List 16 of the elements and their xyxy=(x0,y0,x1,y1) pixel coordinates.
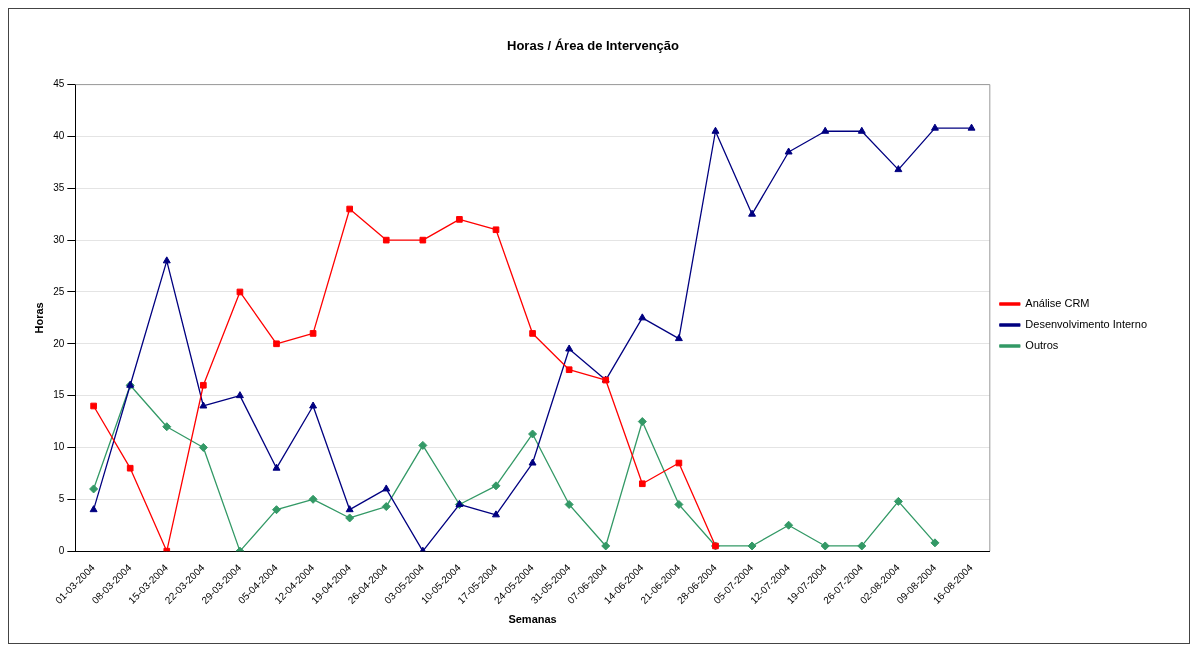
y-tick-label: 10 xyxy=(53,441,65,453)
y-axis-title: Horas xyxy=(32,302,45,334)
y-tick-label: 40 xyxy=(53,130,65,142)
y-tick-label: 45 xyxy=(53,78,65,90)
y-tick-label: 30 xyxy=(53,233,65,245)
legend-label: Desenvolvimento Interno xyxy=(1025,318,1148,331)
legend-label: Outros xyxy=(1025,339,1059,352)
legend-label: Análise CRM xyxy=(1025,297,1090,310)
x-axis-title: Semanas xyxy=(508,613,557,626)
y-tick-label: 20 xyxy=(53,337,65,349)
y-tick-label: 15 xyxy=(53,389,65,401)
y-tick-label: 35 xyxy=(53,182,65,194)
y-tick-label: 25 xyxy=(53,285,65,297)
y-tick-label: 5 xyxy=(58,493,65,505)
y-tick-label: 0 xyxy=(58,544,65,556)
chart-title: Horas / Área de Intervenção xyxy=(507,38,680,54)
